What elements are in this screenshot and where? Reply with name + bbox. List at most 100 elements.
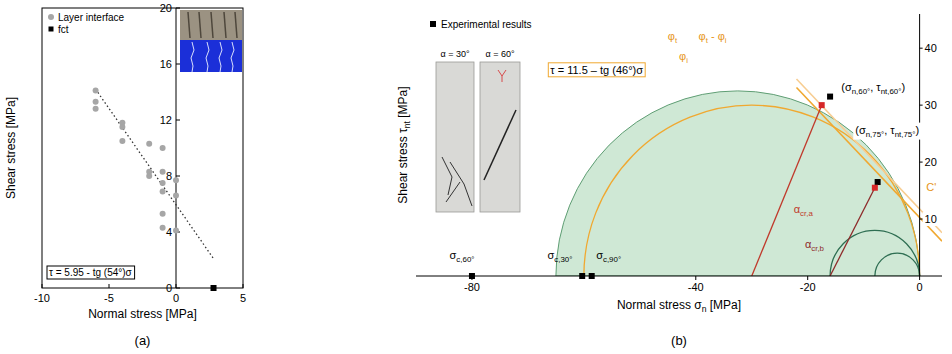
plot-points [469,94,881,279]
text-part: (σ [841,81,852,93]
x-tick-label: -80 [464,281,480,293]
x-axis-title: Normal stress σn [MPa] [617,298,741,314]
panel-label: (b) [671,333,687,348]
label-patch [923,212,939,226]
x-tick-label: -10 [34,292,50,304]
inset-crack [191,42,194,72]
label-patch [923,155,939,169]
legend-label: Experimental results [441,19,532,30]
x-tick-label: 0 [173,292,179,304]
x-tick-label: 5 [240,292,246,304]
point [160,169,166,175]
text-part: n,60° [852,87,871,96]
text-part: φ [679,50,686,62]
y-tick-label: 20 [925,156,937,168]
line [830,188,875,276]
inset-crack [442,157,472,206]
inset-photo [480,62,520,212]
x-tick-label: -40 [688,281,704,293]
text-part: [MPa] [396,86,410,121]
annotation: φi [679,50,688,65]
text-part: C' [926,181,936,193]
point [589,273,595,279]
legend-label: fct [58,24,69,35]
point [827,94,833,100]
x-tick-label: -20 [800,281,816,293]
annotation: φt - φi [699,30,727,45]
y-tick-label: 16 [160,58,172,70]
line [797,87,942,241]
inset-crack [206,42,209,72]
point [579,273,585,279]
x-tick [176,284,177,288]
annotation: (σn,75°, τnt,75°) [855,124,919,139]
y-tick [176,288,180,289]
equation: τ = 5.95 - tg (54°)σ [49,267,133,278]
inset-crack [211,12,213,38]
point [160,211,166,217]
text-part: cr,a [800,209,813,218]
text-part: nt,75° [895,130,916,139]
text-part: (σ [855,124,866,136]
y-tick-label: 12 [160,114,172,126]
text-part: nt,60° [881,87,902,96]
y-tick-label: 40 [925,42,937,54]
figure: -10-505048121620Layer interfacefctτ = 5.… [0,0,952,354]
text-part: Normal stress σ [617,298,702,312]
y-tick [176,8,180,9]
text-part: , τ [870,81,881,93]
text-part: [MPa] [706,298,741,312]
inset-photo [436,62,474,212]
label-patch [697,29,729,46]
point [93,106,99,112]
text-part: c,60° [456,255,474,264]
text-part: Shear stress τ [396,128,410,204]
point [160,225,166,231]
text-part: φ [699,30,706,42]
text-part: c,90° [603,255,621,264]
x-axis [416,276,942,277]
label-patch [853,123,921,140]
point [430,21,436,27]
x-tick [807,276,808,280]
x-tick [42,284,43,288]
plot-frame [42,8,243,288]
text-part: ) [915,124,919,136]
y-tick-label: 4 [166,226,172,238]
y-axis-title: Shear stress τnt [MPa] [396,86,412,203]
inset-crack [484,110,516,180]
mohr-circle [830,230,920,276]
x-tick [243,284,244,288]
point [819,102,825,108]
plot-points [93,88,217,291]
text-part: - φ [708,30,725,42]
point [469,273,475,279]
annotation: σc,30° [548,249,573,264]
point [173,228,179,234]
point [93,99,99,105]
text-part: ) [901,81,905,93]
label-patch [923,41,939,55]
y-tick [176,64,180,65]
point [146,141,152,147]
point [160,145,166,151]
inset-crack [231,42,234,72]
inset-caption: α = 60° [485,49,514,59]
text-part: φ [668,30,675,42]
annotation: φt [668,30,678,45]
y-tick-label: 8 [166,170,172,182]
y-axis-title: Shear stress [MPa] [4,97,18,199]
inset-image [180,40,242,72]
mohr-circle [584,105,920,276]
text-part: i [725,36,727,45]
y-tick-label: 30 [925,99,937,111]
y-tick [176,120,180,121]
annotation: αcr,a [794,203,814,218]
y-axis [176,8,177,288]
x-tick-label: -5 [104,292,114,304]
inset-crack [188,12,190,38]
line [797,79,942,233]
point [49,27,54,32]
text-part: i [686,56,688,65]
label-patch [839,80,907,97]
